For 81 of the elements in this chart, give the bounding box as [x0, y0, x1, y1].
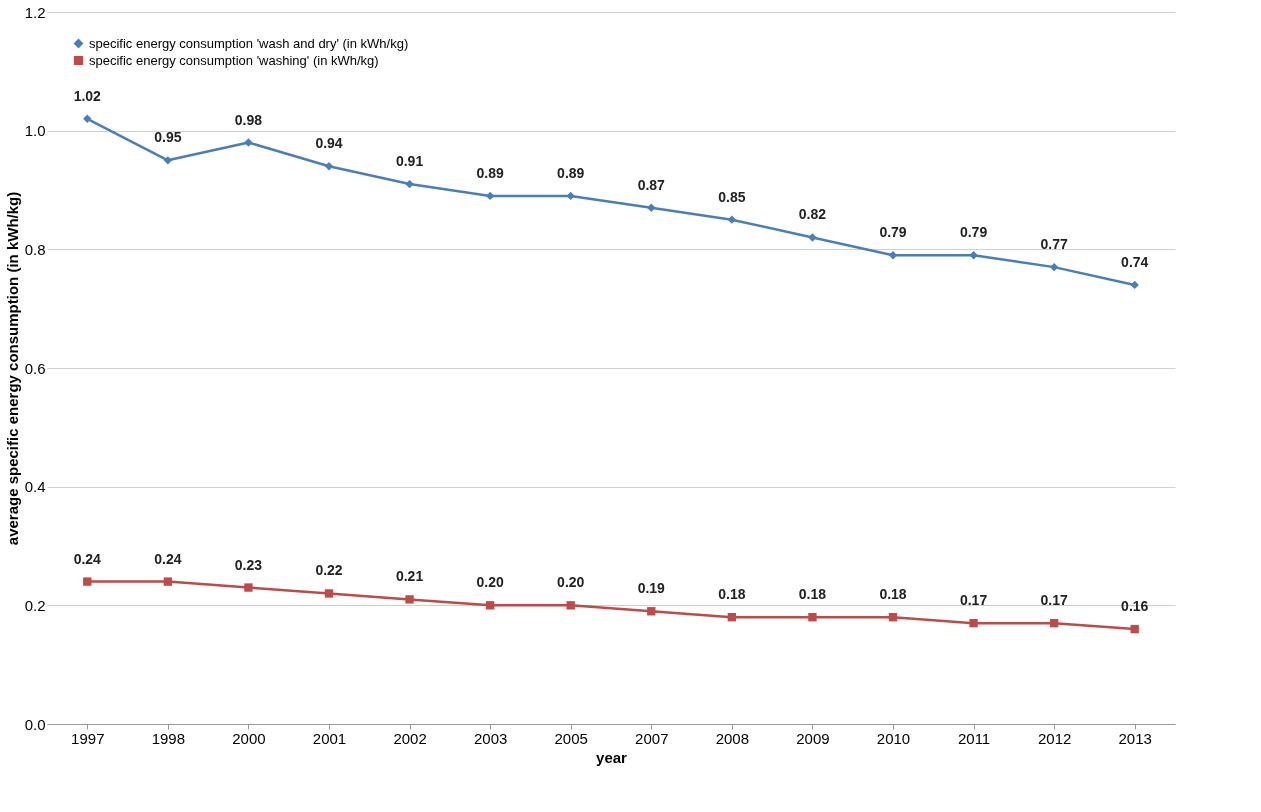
x-tick-label: 2009	[796, 729, 830, 747]
data-label: 0.94	[315, 135, 343, 152]
point	[324, 589, 334, 598]
point	[1130, 624, 1139, 634]
x-tick-label: 1997	[71, 729, 105, 747]
data-label: 0.95	[154, 129, 182, 146]
point	[1049, 618, 1059, 628]
data-label: 0.79	[879, 224, 907, 241]
point	[888, 251, 898, 260]
point	[647, 607, 656, 616]
data-label: 0.18	[718, 586, 746, 603]
point	[405, 179, 414, 189]
point	[244, 138, 253, 147]
x-tick-label: 2011	[957, 729, 991, 747]
y-axis-title: average specific energy consumption (in kWh/kg)	[3, 191, 21, 546]
data-label: 1.02	[73, 87, 102, 104]
point	[83, 577, 92, 586]
x-tick-label: 2005	[554, 729, 588, 747]
legend-label: specific energy consumption 'wash and dry' (in kWh/kg)	[89, 35, 409, 51]
x-tick-label: 2010	[876, 729, 911, 747]
y-tick-label: 0.2	[24, 596, 46, 614]
point	[969, 251, 978, 260]
point	[485, 191, 495, 201]
y-tick-label: 0.0	[24, 715, 46, 733]
x-tick-label: 2003	[473, 729, 508, 747]
point	[888, 613, 898, 622]
point	[83, 114, 92, 123]
point	[324, 162, 334, 171]
y-tick-label: 1.0	[24, 122, 46, 140]
point	[405, 595, 414, 604]
point	[727, 215, 737, 224]
point	[727, 613, 737, 622]
data-label: 0.24	[154, 550, 182, 567]
data-label: 0.21	[395, 568, 424, 585]
x-tick-label: 2007	[635, 729, 669, 747]
data-label: 0.79	[959, 224, 988, 241]
x-tick-label: 2001	[312, 729, 347, 747]
point	[485, 601, 495, 610]
point	[1130, 280, 1139, 290]
x-tick-label: 2002	[393, 729, 427, 747]
y-tick-label: 0.6	[24, 359, 46, 377]
data-label: 0.89	[476, 164, 504, 181]
point	[163, 577, 173, 586]
data-label: 0.98	[234, 111, 263, 128]
data-label: 0.19	[637, 580, 666, 597]
data-label: 0.89	[557, 164, 585, 181]
data-label: 0.20	[476, 574, 504, 591]
point	[969, 618, 978, 628]
data-label: 0.23	[234, 556, 263, 573]
x-tick-label: 2000	[232, 729, 266, 747]
point	[244, 583, 253, 592]
point	[647, 203, 656, 212]
point	[566, 601, 575, 610]
point	[808, 613, 817, 622]
x-tick-label: 1998	[151, 729, 186, 747]
point	[808, 233, 817, 242]
data-label: 0.22	[315, 562, 343, 579]
legend-label: specific energy consumption 'washing' (in kWh/kg)	[89, 52, 379, 68]
data-label: 0.77	[1040, 236, 1068, 253]
data-label: 0.24	[73, 550, 102, 567]
y-tick-label: 0.4	[24, 478, 46, 496]
x-tick-label: 2008	[715, 729, 750, 747]
data-label: 0.74	[1121, 253, 1149, 270]
x-tick-label: 2012	[1037, 729, 1072, 747]
data-label: 0.85	[718, 188, 746, 205]
x-axis-title: year	[596, 748, 628, 766]
data-label: 0.87	[637, 176, 666, 193]
data-label: 0.20	[557, 574, 585, 591]
data-label: 0.18	[879, 586, 907, 603]
point	[566, 191, 575, 201]
data-label: 0.18	[798, 586, 827, 603]
data-label: 0.16	[1121, 598, 1149, 615]
point	[1049, 262, 1059, 272]
y-tick-label: 1.2	[24, 3, 46, 21]
y-tick-label: 0.8	[24, 240, 46, 258]
x-tick-label: 2013	[1118, 729, 1152, 747]
data-label: 0.91	[395, 153, 424, 170]
data-label: 0.17	[1040, 592, 1068, 609]
data-label: 0.17	[959, 592, 988, 609]
point	[163, 156, 173, 165]
data-label: 0.82	[798, 206, 827, 223]
